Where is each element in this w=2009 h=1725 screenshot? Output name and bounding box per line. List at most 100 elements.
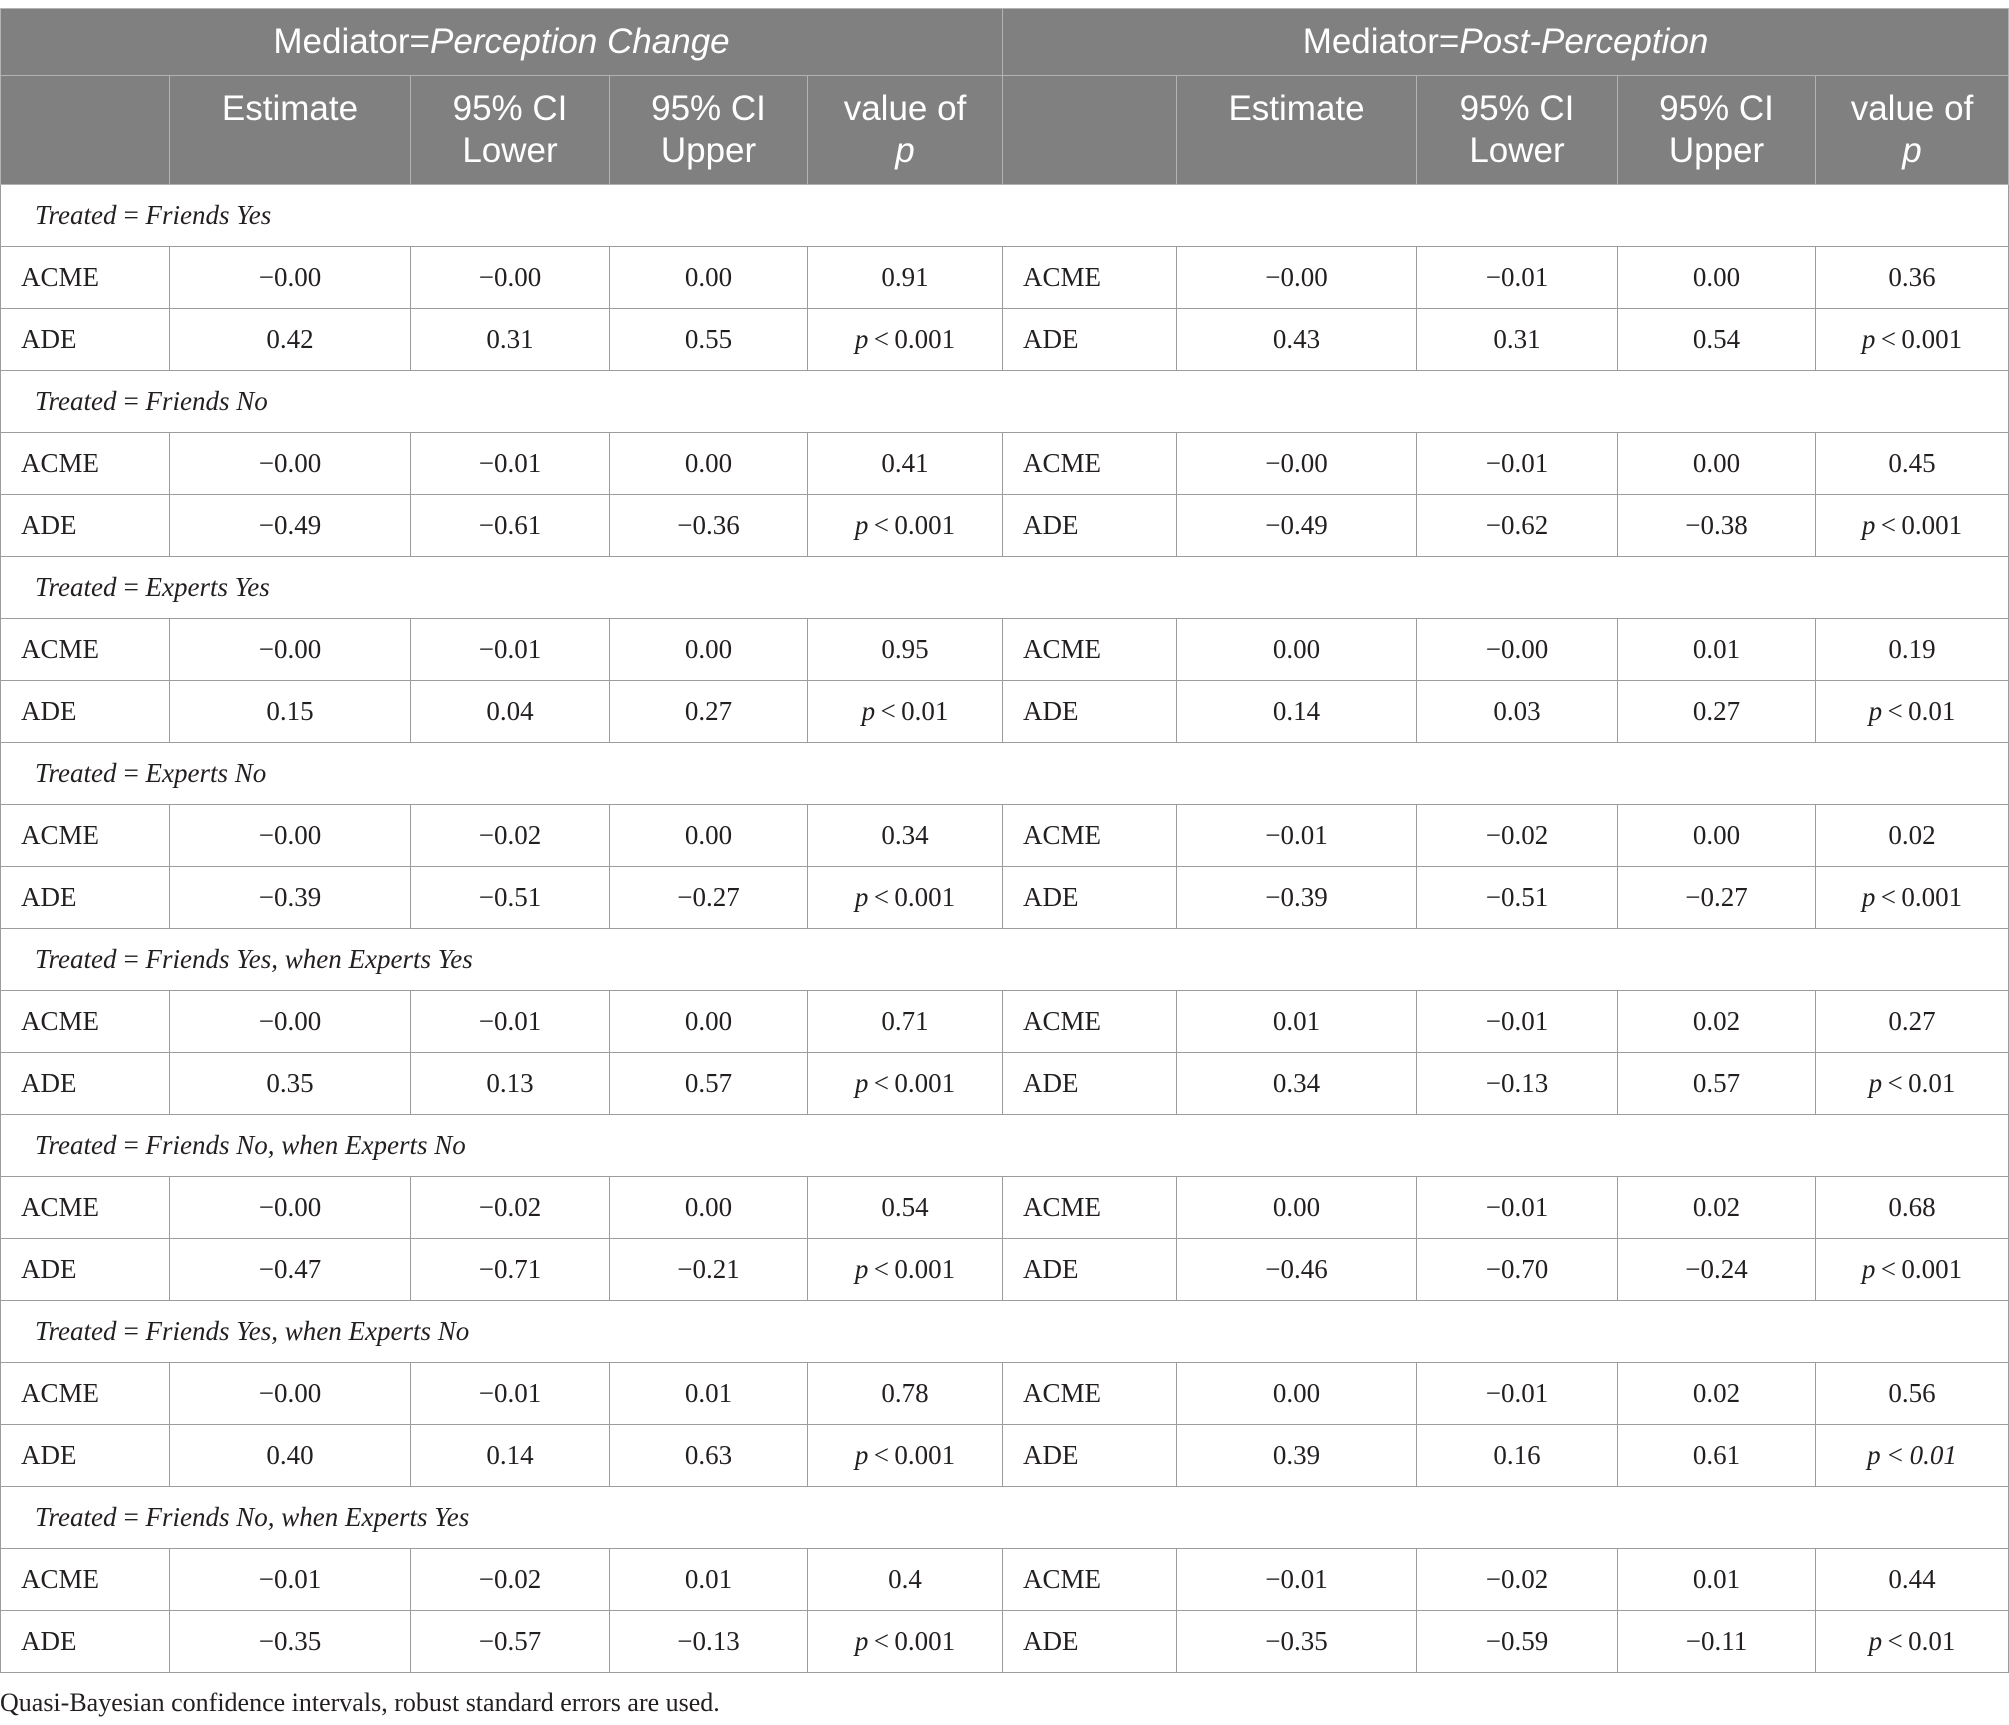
ci-upper-cell-2: 0.54 (1617, 308, 1817, 371)
estimate-cell-2: 0.00 (1176, 1362, 1418, 1425)
group-label: Treated = Friends Yes (0, 184, 2009, 247)
estimate-cell: 0.40 (169, 1424, 411, 1487)
ci-lower-cell-2: 0.16 (1416, 1424, 1619, 1487)
term-label: ADE (0, 680, 170, 743)
term-label: ADE (0, 1238, 170, 1301)
p-value-text: < 0.01 (1887, 1068, 1956, 1098)
group-row: Treated = Friends Yes (0, 184, 2009, 247)
estimate-cell: −0.00 (169, 1362, 411, 1425)
ci-upper-cell-2: −0.27 (1617, 866, 1817, 929)
group-row: Treated = Friends No, when Experts Yes (0, 1486, 2009, 1549)
estimate-cell-2: −0.01 (1176, 1548, 1418, 1611)
ci-upper-cell-2: 0.27 (1617, 680, 1817, 743)
term-label-2: ACME (1002, 432, 1178, 495)
ci-upper-cell: 0.00 (609, 618, 808, 681)
ci-upper-cell: 0.00 (609, 990, 808, 1053)
estimate-cell: 0.42 (169, 308, 411, 371)
p-value-text: < 0.001 (873, 1068, 956, 1098)
term-label: ACME (0, 618, 170, 681)
ci-upper-cell-2: 0.61 (1617, 1424, 1817, 1487)
p-value-text: < 0.01 (880, 696, 949, 726)
ci-upper-cell: 0.57 (609, 1052, 808, 1115)
p-value-cell-2: p < 0.01 (1815, 1052, 2009, 1115)
table-row: ACME −0.01 −0.02 0.01 0.4 ACME −0.01 −0.02 0.01 0… (0, 1548, 2009, 1611)
table-row: ADE −0.39 −0.51 −0.27 p < 0.001 ADE −0.39 −0.51… (0, 866, 2009, 929)
p-value-cell: p < 0.001 (806, 1238, 1004, 1301)
table-row: ACME −0.00 −0.02 0.00 0.34 ACME −0.01 −0.02 0.00… (0, 804, 2009, 867)
term-label: ACME (0, 804, 170, 867)
p-value-text: < 0.001 (873, 1254, 956, 1284)
estimate-cell: −0.01 (169, 1548, 411, 1611)
ci-upper-cell: 0.00 (609, 1176, 808, 1239)
ci-lower-cell-2: −0.70 (1416, 1238, 1619, 1301)
p-value-cell-2: p < 0.001 (1815, 1238, 2009, 1301)
p-value-cell: p < 0.001 (806, 1610, 1004, 1673)
ci-lower-cell: −0.00 (410, 246, 610, 309)
header-ci-lower-2: 95% CI Lower (1416, 75, 1619, 185)
estimate-cell: −0.00 (169, 804, 411, 867)
group-row: Treated = Friends No (0, 370, 2009, 433)
table-body: Treated = Friends Yes ACME −0.00 −0.00 0.00 0… (0, 184, 2009, 1673)
ci-upper-cell-2: −0.24 (1617, 1238, 1817, 1301)
ci-upper-cell-2: 0.02 (1617, 1362, 1817, 1425)
p-symbol: p (1867, 1440, 1881, 1470)
term-label-2: ADE (1002, 1238, 1178, 1301)
p-value-cell-2: 0.45 (1815, 432, 2009, 495)
p-symbol: p (1861, 1254, 1876, 1284)
term-label: ADE (0, 866, 170, 929)
header-pvalue: value of p (806, 75, 1004, 185)
table-row: ACME −0.00 −0.01 0.00 0.95 ACME 0.00 −0.00 0.01 0… (0, 618, 2009, 681)
ci-upper-cell: 0.27 (609, 680, 808, 743)
term-label: ACME (0, 1362, 170, 1425)
ci-lower-cell: 0.31 (410, 308, 610, 371)
group-row: Treated = Friends Yes, when Experts Yes (0, 928, 2009, 991)
ci-upper-cell: 0.01 (609, 1362, 808, 1425)
estimate-cell: 0.35 (169, 1052, 411, 1115)
p-value-cell: p < 0.001 (806, 1424, 1004, 1487)
header-ci-lower: 95% CI Lower (410, 75, 610, 185)
term-label: ADE (0, 494, 170, 557)
p-value-cell: p < 0.001 (806, 494, 1004, 557)
p-value-cell: 0.34 (806, 804, 1004, 867)
p-symbol: p (854, 1068, 869, 1098)
header-group-perception-change: Mediator=Perception Change (0, 8, 1004, 76)
p-value-cell-2: 0.36 (1815, 246, 2009, 309)
p-value-cell-2: p < 0.001 (1815, 308, 2009, 371)
estimate-cell-2: −0.46 (1176, 1238, 1418, 1301)
p-value-cell-2: p < 0.01 (1815, 1424, 2009, 1487)
term-label: ADE (0, 308, 170, 371)
group-row: Treated = Friends No, when Experts No (0, 1114, 2009, 1177)
ci-lower-cell: 0.13 (410, 1052, 610, 1115)
p-value-text: < 0.01 (1886, 1440, 1957, 1470)
estimate-cell-2: −0.00 (1176, 432, 1418, 495)
p-symbol: p (854, 1254, 869, 1284)
p-value-cell-2: 0.44 (1815, 1548, 2009, 1611)
p-value-cell: 0.4 (806, 1548, 1004, 1611)
p-symbol: p (1868, 696, 1883, 726)
estimate-cell: −0.00 (169, 990, 411, 1053)
ci-upper-cell-2: 0.00 (1617, 432, 1817, 495)
ci-upper-cell: −0.21 (609, 1238, 808, 1301)
p-value-cell-2: 0.68 (1815, 1176, 2009, 1239)
term-label-2: ACME (1002, 1176, 1178, 1239)
estimate-cell-2: 0.00 (1176, 1176, 1418, 1239)
group-row: Treated = Experts Yes (0, 556, 2009, 619)
ci-lower-cell: −0.02 (410, 1548, 610, 1611)
p-value-cell: 0.41 (806, 432, 1004, 495)
p-value-text: < 0.001 (1880, 882, 1963, 912)
ci-lower-cell: −0.51 (410, 866, 610, 929)
term-label-2: ACME (1002, 1362, 1178, 1425)
term-label-2: ACME (1002, 246, 1178, 309)
estimate-cell-2: 0.00 (1176, 618, 1418, 681)
p-symbol: p (1868, 1068, 1883, 1098)
estimate-cell-2: −0.00 (1176, 246, 1418, 309)
term-label-2: ACME (1002, 618, 1178, 681)
header-ci-upper: 95% CI Upper (609, 75, 808, 185)
estimate-cell-2: 0.34 (1176, 1052, 1418, 1115)
p-value-cell-2: 0.56 (1815, 1362, 2009, 1425)
header-blank-left (0, 75, 170, 185)
term-label: ADE (0, 1424, 170, 1487)
p-value-cell: p < 0.001 (806, 866, 1004, 929)
ci-lower-cell-2: −0.51 (1416, 866, 1619, 929)
p-symbol: p (1861, 882, 1876, 912)
